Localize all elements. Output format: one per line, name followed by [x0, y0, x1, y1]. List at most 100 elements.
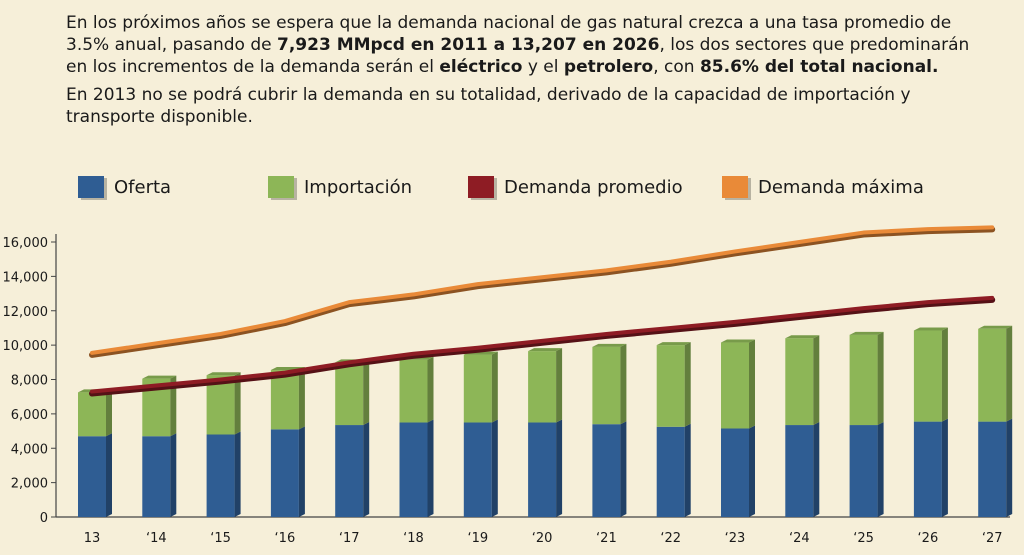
bar-oferta	[78, 436, 106, 517]
intro-highlight-total: 85.6% del total nacional.	[699, 57, 939, 77]
legend-label-oferta: Oferta	[114, 176, 172, 198]
x-tick-label: ‘24	[789, 531, 810, 546]
bar-oferta	[463, 422, 492, 517]
bar-importacion-side	[106, 389, 112, 437]
bar-oferta	[913, 421, 942, 517]
bar-oferta-side	[877, 422, 884, 517]
legend-item-importacion: Importación	[268, 174, 412, 200]
bar-importacion-side	[877, 331, 884, 426]
bar-oferta	[270, 429, 299, 517]
x-tick-label: ‘16	[275, 531, 296, 546]
y-tick-label: 2,000	[11, 477, 48, 492]
bar-oferta	[528, 422, 557, 517]
x-tick-label: ‘19	[467, 531, 488, 546]
bar-importacion	[528, 351, 557, 423]
bar-oferta-side	[1006, 418, 1013, 517]
bar-oferta-side	[491, 419, 498, 517]
bar-oferta-side	[556, 419, 563, 517]
bar-importacion	[78, 392, 106, 437]
bar-oferta	[399, 422, 428, 517]
bar-importacion-side	[556, 348, 563, 423]
x-tick-label: ‘21	[596, 531, 617, 546]
y-tick-label: 16,000	[3, 236, 49, 251]
bar-importacion	[463, 354, 492, 423]
intro-paragraph-1: En los próximos años se espera que la de…	[66, 12, 986, 78]
x-tick-label: ‘20	[532, 531, 553, 546]
bar-importacion	[721, 342, 749, 429]
line-demanda-maxima	[90, 225, 995, 355]
x-tick-label: 13	[84, 531, 101, 546]
intro-highlight-electric: eléctrico	[439, 57, 523, 77]
bar-top	[978, 325, 1013, 329]
bar-top	[528, 348, 563, 352]
legend-swatch-oferta	[78, 176, 104, 198]
y-tick-label: 6,000	[11, 408, 48, 423]
y-tick-label: 14,000	[3, 270, 49, 285]
bar-oferta	[849, 425, 878, 517]
bar-importacion	[335, 362, 364, 426]
bar-oferta-side	[427, 419, 434, 517]
y-tick-label: 0	[40, 511, 48, 526]
bar-oferta	[978, 421, 1007, 517]
legend-swatch-importacion	[268, 176, 294, 198]
x-tick-label: ‘22	[660, 531, 681, 546]
bar-importacion-side	[298, 367, 305, 430]
legend-swatch-demanda-maxima	[722, 176, 748, 198]
x-tick-label: ‘15	[210, 531, 231, 546]
x-tick-label: ‘27	[982, 531, 1003, 546]
bar-oferta	[335, 425, 364, 517]
x-tick-label: ‘26	[918, 531, 939, 546]
bar-top	[206, 372, 241, 376]
intro-text: En los próximos años se espera que la de…	[66, 12, 986, 134]
bar-importacion-side	[620, 343, 627, 425]
legend-item-demanda-maxima: Demanda máxima	[722, 174, 924, 200]
bar-importacion	[656, 345, 685, 427]
bar-top	[721, 339, 755, 343]
x-tick-label: ‘18	[403, 531, 424, 546]
y-tick-label: 4,000	[11, 442, 48, 457]
intro-text-g: , con	[653, 57, 700, 77]
bar-top	[592, 343, 627, 347]
bar-oferta-side	[620, 421, 627, 517]
bar-importacion-side	[234, 372, 241, 435]
x-tick-label: ‘25	[853, 531, 874, 546]
x-tick-label: ‘17	[339, 531, 360, 546]
bar-oferta	[785, 425, 814, 517]
intro-text-c: , los dos sectores que predominarán en l…	[66, 35, 970, 77]
bar-importacion	[785, 338, 814, 426]
y-tick-label: 12,000	[3, 305, 49, 320]
intro-text-e: y el	[522, 57, 564, 77]
x-tick-label: ‘14	[146, 531, 167, 546]
bar-oferta-side	[749, 425, 755, 517]
x-tick-label: ‘23	[725, 531, 746, 546]
y-tick-label: 8,000	[11, 374, 48, 389]
bar-importacion	[270, 370, 299, 430]
intro-highlight-oil: petrolero	[563, 57, 654, 77]
bar-importacion-side	[684, 342, 691, 427]
bar-oferta-side	[298, 426, 305, 517]
bar-oferta-side	[684, 423, 691, 517]
bar-oferta	[206, 434, 235, 517]
bar-oferta-side	[234, 431, 241, 517]
bar-oferta-side	[363, 422, 370, 517]
bar-importacion-side	[170, 375, 177, 437]
bar-oferta	[721, 428, 749, 517]
bar-top	[656, 342, 691, 346]
bar-top	[849, 331, 884, 335]
intro-text-a: En los próximos años se espera que la de…	[66, 13, 952, 55]
intro-highlight-demand: 7,923 MMpcd en 2011 a 13,207 en 2026	[277, 35, 660, 55]
bar-oferta	[142, 436, 171, 517]
chart-plot: 0 2,000 4,000 6,000 8,000 10,000 12,000 14,000 1…	[3, 225, 1013, 546]
legend-label-importacion: Importación	[304, 176, 413, 198]
bar-oferta-side	[941, 418, 948, 517]
bar-top	[142, 375, 177, 379]
bar-importacion	[399, 359, 428, 423]
bar-importacion-side	[749, 339, 755, 429]
bar-oferta	[592, 424, 621, 517]
bar-oferta	[656, 426, 685, 517]
legend-label-demanda-promedio: Demanda promedio	[504, 176, 683, 198]
bar-oferta-side	[170, 433, 177, 517]
legend-item-demanda-promedio: Demanda promedio	[468, 174, 683, 200]
bar-importacion-side	[941, 327, 948, 422]
bar-importacion-side	[363, 359, 370, 426]
